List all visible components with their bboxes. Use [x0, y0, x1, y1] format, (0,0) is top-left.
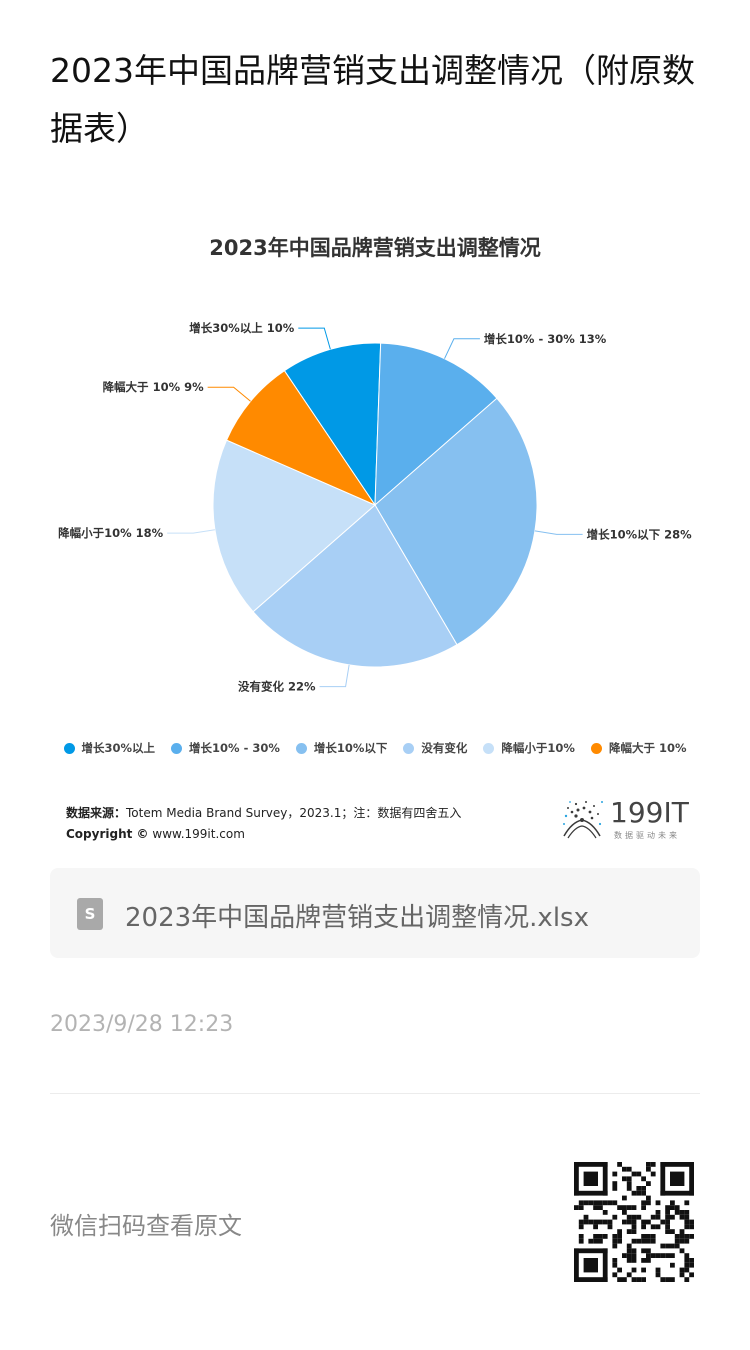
legend-item: 增长10% - 30% [171, 740, 280, 756]
file-name[interactable]: 2023年中国品牌营销支出调整情况.xlsx [125, 903, 589, 933]
pie-label: 增长10% - 30% 13% [484, 332, 607, 346]
legend-swatch [403, 742, 415, 754]
legend-swatch [483, 742, 495, 754]
legend-label: 降幅小于10% [501, 741, 575, 755]
legend-item: 增长10%以下 [295, 740, 388, 756]
copyright-label: Copyright © [66, 827, 149, 841]
legend-swatch [63, 742, 75, 754]
legend-swatch [590, 742, 602, 754]
pie-slice [225, 370, 377, 507]
legend-item: 增长30%以上 [63, 740, 156, 756]
pie-slice [283, 342, 382, 507]
legend-item: 降幅小于10% [483, 740, 575, 756]
pie-leader-line [319, 664, 350, 688]
brand-logo: 199IT 数据驱动未来 [558, 796, 698, 844]
legend-label: 增长30%以上 [81, 741, 156, 755]
pie-label: 降幅大于 10% 9% [103, 380, 205, 394]
chart-title: 2023年中国品牌营销支出调整情况 [209, 236, 541, 260]
pie-leader-line [167, 529, 215, 534]
logo-sub: 数据驱动未来 [614, 831, 680, 840]
document-icon: S [77, 898, 103, 930]
legend-item: 没有变化 [403, 740, 467, 756]
legend-label: 降幅大于 10% [608, 741, 687, 755]
pie-label: 降幅小于10% 18% [58, 526, 164, 540]
file-icon-letter: S [84, 905, 96, 923]
pie-chart: 增长30%以上 10% 增长10% - 30% 13% 增长10%以下 28% 没有变… [58, 321, 693, 694]
divider [50, 1093, 700, 1094]
attachment-card[interactable]: S 2023年中国品牌营销支出调整情况.xlsx [50, 868, 700, 958]
legend-label: 增长10%以下 [313, 741, 388, 755]
copyright-site: www.199it.com [152, 827, 245, 841]
pie-label: 没有变化 22% [238, 680, 316, 694]
pie-slice [374, 342, 498, 507]
chart-legend: 增长30%以上 增长10% - 30% 增长10%以下 没有变化 降幅小于10% 降幅大于… [0, 740, 750, 756]
wechat-scan-text: 微信扫码查看原文 [50, 1212, 242, 1240]
publish-date: 2023/9/28 12:23 [50, 1012, 234, 1037]
legend-label: 增长10% - 30% [189, 741, 280, 755]
logo-text: 199IT [610, 796, 689, 829]
qr-code-icon[interactable] [574, 1162, 694, 1282]
legend-label: 没有变化 [421, 741, 468, 755]
legend-swatch [171, 742, 183, 754]
source-text: Totem Media Brand Survey，2023.1；注：数据有四舍五… [126, 806, 462, 820]
page-title: 2023年中国品牌营销支出调整情况（附原数据表） [50, 51, 695, 148]
source-note: 数据来源：Totem Media Brand Survey，2023.1；注：数… [66, 803, 461, 845]
source-label: 数据来源： [66, 806, 127, 820]
pie-leader-line [444, 338, 480, 359]
pie-leader-line [534, 530, 583, 535]
pie-label: 增长30%以上 10% [189, 321, 295, 335]
pie-slice [252, 504, 458, 668]
pie-label: 增长10%以下 28% [587, 527, 693, 541]
legend-item: 降幅大于 10% [590, 740, 687, 756]
pie-leader-line [298, 327, 331, 350]
pie-leader-line [207, 386, 251, 402]
logo-mark-icon [563, 801, 603, 839]
legend-swatch [295, 742, 307, 754]
pie-slice [374, 397, 538, 646]
